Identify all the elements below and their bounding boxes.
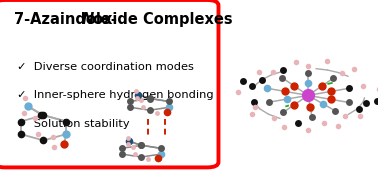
Text: ✓  Diverse coordination modes: ✓ Diverse coordination modes <box>17 62 194 72</box>
Text: ✓  Inner-sphere hydrogen bonding: ✓ Inner-sphere hydrogen bonding <box>17 90 214 100</box>
FancyBboxPatch shape <box>0 0 218 167</box>
Text: -oxide Complexes: -oxide Complexes <box>87 12 233 27</box>
Text: ✓  Solution stability: ✓ Solution stability <box>17 119 130 129</box>
Text: N: N <box>82 12 94 27</box>
Text: 7-Azaindole-: 7-Azaindole- <box>14 12 117 27</box>
